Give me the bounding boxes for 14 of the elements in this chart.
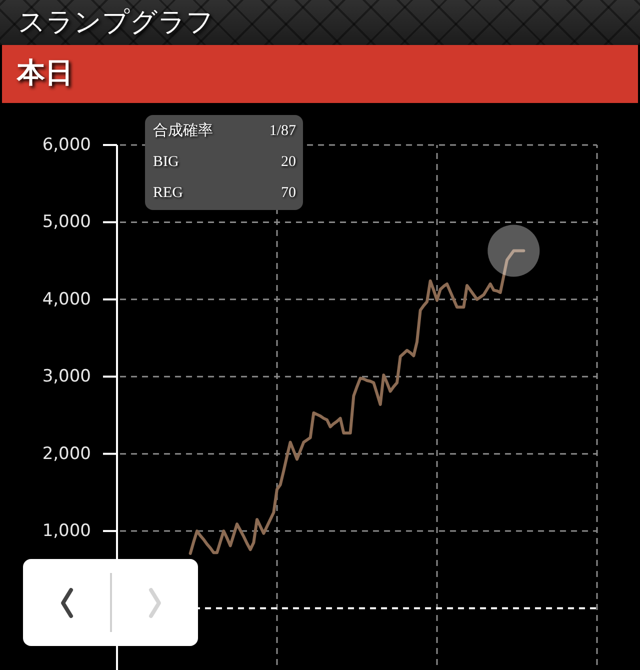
text: 合成確率	[153, 121, 213, 141]
annotation: BIG	[153, 153, 179, 172]
y-tick-label: 6,000	[42, 135, 91, 155]
chart-subtitle: 本日	[17, 57, 73, 91]
y-tick-label: 2,000	[42, 444, 91, 464]
chart-title: スランプグラフ	[18, 6, 214, 39]
annotation: 70	[281, 184, 296, 203]
y-tick-label: 3,000	[42, 366, 91, 387]
annotation: REG	[153, 184, 183, 203]
text: 1/87	[269, 122, 296, 141]
y-tick-label: 4,000	[42, 289, 91, 310]
annotation: 20	[281, 153, 296, 172]
y-tick-label: 5,000	[42, 212, 91, 232]
y-tick-label: 1,000	[42, 521, 91, 542]
